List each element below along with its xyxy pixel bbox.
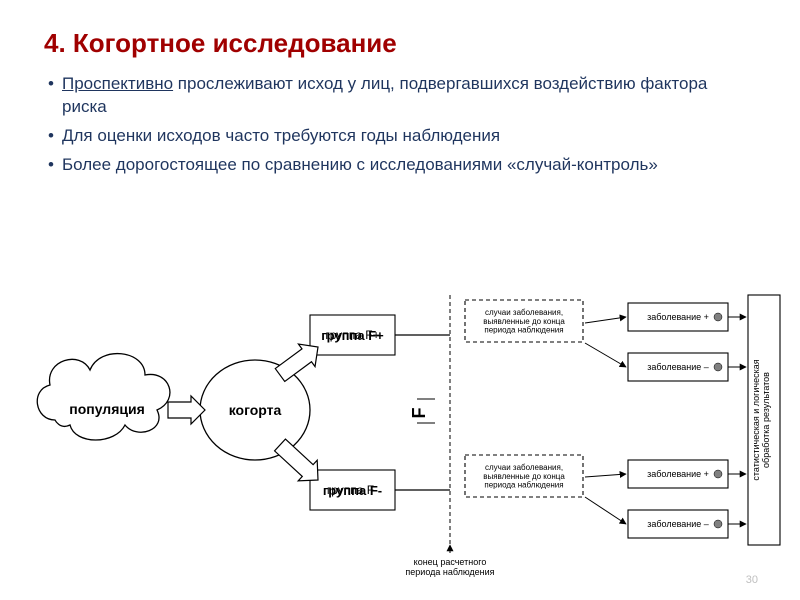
svg-text:когорта: когорта	[229, 402, 282, 418]
svg-text:группа F-: группа F-	[323, 483, 382, 498]
page-number: 30	[746, 574, 758, 586]
bullet-item: Для оценки исходов часто требуются годы …	[48, 125, 756, 148]
svg-text:популяция: популяция	[69, 401, 145, 417]
svg-text:заболевание –: заболевание –	[647, 519, 709, 529]
slide-title: 4. Когортное исследование	[44, 28, 756, 59]
cohort-diagram: популяция когорта группа F+ группа F-случаи…	[0, 245, 800, 585]
bullet-item: Проспективно прослеживают исход у лиц, п…	[48, 73, 756, 119]
svg-text:статистическая и логическаяобр: статистическая и логическаяобработка рез…	[751, 359, 771, 480]
underlined-term: Проспективно	[62, 74, 173, 93]
svg-text:конец расчетногопериода наблюд: конец расчетногопериода наблюдения	[405, 557, 494, 577]
bullet-item: Более дорогостоящее по сравнению с иссле…	[48, 154, 756, 177]
bullet-list: Проспективно прослеживают исход у лиц, п…	[44, 73, 756, 177]
svg-text:заболевание –: заболевание –	[647, 362, 709, 372]
svg-text:случаи заболевания,выявленные: случаи заболевания,выявленные до концапе…	[483, 463, 565, 490]
svg-text:заболевание +: заболевание +	[647, 469, 709, 479]
svg-text:заболевание +: заболевание +	[647, 312, 709, 322]
svg-text:F: F	[409, 408, 429, 419]
svg-text:случаи заболевания,выявленные: случаи заболевания,выявленные до концапе…	[483, 308, 565, 335]
svg-text:группа F+: группа F+	[321, 328, 384, 343]
